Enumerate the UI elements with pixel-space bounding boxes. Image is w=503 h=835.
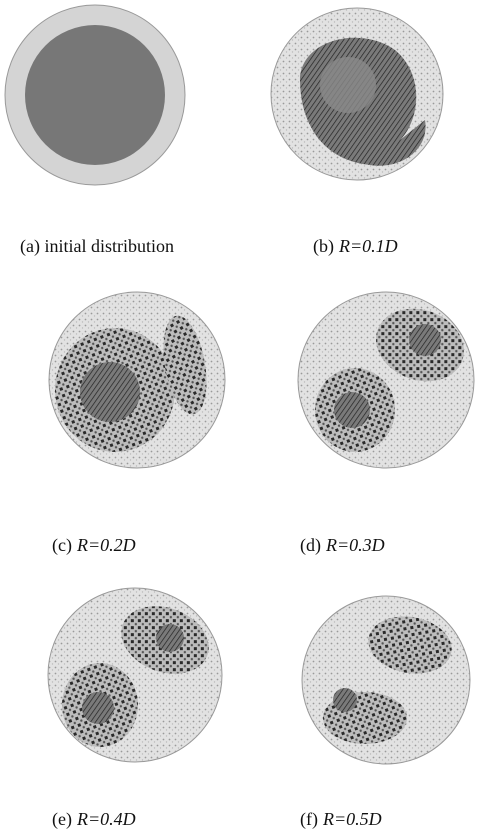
caption-param: R=0.1D bbox=[338, 236, 398, 256]
caption-param: R=0.4D bbox=[76, 809, 136, 829]
panel-f bbox=[302, 596, 470, 764]
caption-label: (c) bbox=[52, 535, 72, 556]
caption: (e)R=0.4D bbox=[52, 809, 136, 830]
caption: (d)R=0.3D bbox=[300, 535, 385, 556]
caption-label: (d) bbox=[300, 535, 321, 556]
panel-c bbox=[49, 292, 225, 468]
caption-text: (a) initial distribution bbox=[20, 236, 174, 257]
caption-label: (f) bbox=[300, 809, 318, 830]
caption-param: R=0.2D bbox=[76, 535, 136, 555]
caption: (f)R=0.5D bbox=[300, 809, 382, 830]
panel-b bbox=[271, 8, 443, 180]
panel-a bbox=[5, 5, 185, 185]
caption: (c)R=0.2D bbox=[52, 535, 136, 556]
caption: (b)R=0.1D bbox=[313, 236, 398, 257]
caption-label: (b) bbox=[313, 236, 334, 257]
figure: (a) initial distribution (b)R=0.1D (c)R=… bbox=[0, 0, 503, 835]
caption: (a) initial distribution bbox=[20, 236, 174, 257]
panel-d bbox=[298, 292, 474, 468]
caption-param: R=0.5D bbox=[322, 809, 382, 829]
panel-e bbox=[48, 588, 222, 762]
caption-param: R=0.3D bbox=[325, 535, 385, 555]
caption-label: (e) bbox=[52, 809, 72, 830]
